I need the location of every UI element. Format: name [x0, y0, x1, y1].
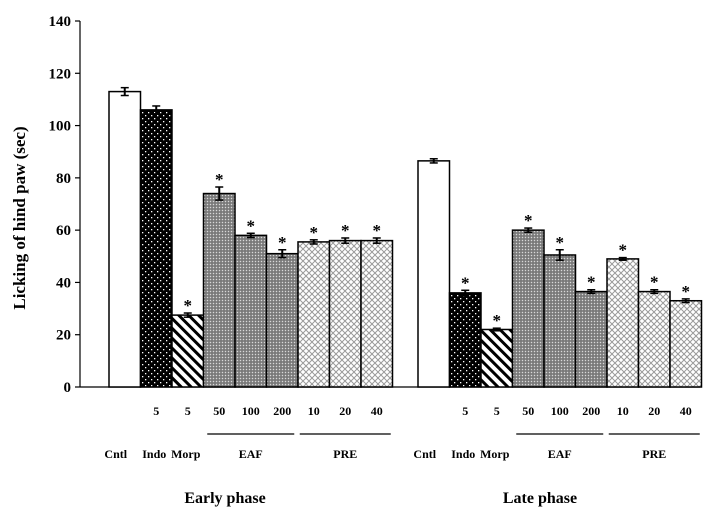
dose-label: 5 [153, 404, 159, 418]
treatment-label-indo: Indo [142, 447, 166, 461]
significance-marker: * [619, 241, 628, 260]
dose-label: 5 [185, 404, 191, 418]
y-tick-label: 0 [64, 380, 72, 396]
significance-marker: * [310, 223, 319, 242]
treatment-label-eaf: EAF [548, 447, 572, 461]
significance-marker: * [587, 273, 596, 292]
bar [606, 258, 640, 388]
significance-marker: * [215, 170, 224, 189]
significance-marker: * [278, 233, 287, 252]
bar [637, 290, 671, 388]
treatment-label-morp: Morp [480, 447, 510, 461]
bar [448, 292, 482, 388]
dose-label: 100 [551, 404, 569, 418]
treatment-label-cntl: Cntl [413, 447, 436, 461]
y-tick-label: 100 [49, 119, 72, 135]
y-tick-label: 120 [49, 66, 72, 82]
significance-marker: * [341, 221, 350, 240]
treatment-label-morp: Morp [171, 447, 201, 461]
bar [108, 90, 142, 388]
significance-marker: * [247, 216, 256, 235]
y-tick-label: 40 [56, 275, 71, 291]
dose-label: 5 [462, 404, 468, 418]
significance-marker: * [461, 273, 470, 292]
x-axis-labels: 5 5 50 100 200 10 20 40 Cntl Indo Morp EAF PRE Early … [104, 404, 700, 507]
treatment-label-pre: PRE [642, 447, 666, 461]
treatment-label-indo: Indo [451, 447, 475, 461]
bar [328, 239, 362, 388]
significance-marker: * [650, 273, 659, 292]
treatment-label-pre: PRE [333, 447, 357, 461]
bar [417, 160, 451, 388]
dose-label: 200 [273, 404, 291, 418]
bar [511, 229, 545, 388]
y-axis-label: Licking of hind paw (sec) [10, 126, 29, 309]
significance-marker: * [524, 211, 533, 230]
bar [360, 239, 394, 388]
dose-label: 200 [582, 404, 600, 418]
dose-label: 10 [308, 404, 320, 418]
bars: * * * * * * * * * * * * * * * [108, 86, 703, 388]
dose-label: 5 [494, 404, 500, 418]
dose-label: 40 [680, 404, 692, 418]
dose-label: 20 [339, 404, 351, 418]
bar [297, 241, 331, 388]
significance-marker: * [373, 221, 382, 240]
dose-label: 50 [213, 404, 225, 418]
treatment-label-cntl: Cntl [104, 447, 127, 461]
y-tick-label: 80 [56, 171, 71, 187]
bar [234, 234, 268, 388]
dose-label: 50 [522, 404, 534, 418]
bar [171, 314, 205, 388]
significance-marker: * [493, 311, 502, 330]
bar [574, 290, 608, 388]
bar [543, 254, 577, 388]
dose-label: 10 [617, 404, 629, 418]
significance-marker: * [682, 282, 691, 301]
treatment-label-eaf: EAF [239, 447, 263, 461]
significance-marker: * [184, 296, 193, 315]
dose-label: 100 [242, 404, 260, 418]
y-tick-label: 20 [56, 328, 71, 344]
dose-label: 40 [371, 404, 383, 418]
bar [265, 252, 299, 388]
phase-label: Early phase [184, 490, 265, 507]
y-tick-label: 60 [56, 223, 71, 239]
bar [139, 109, 173, 388]
bar [669, 299, 703, 388]
bar [480, 328, 514, 388]
y-tick-label: 140 [49, 14, 72, 30]
dose-label: 20 [648, 404, 660, 418]
phase-label: Late phase [503, 490, 577, 507]
significance-marker: * [556, 233, 565, 252]
bar [202, 192, 236, 388]
